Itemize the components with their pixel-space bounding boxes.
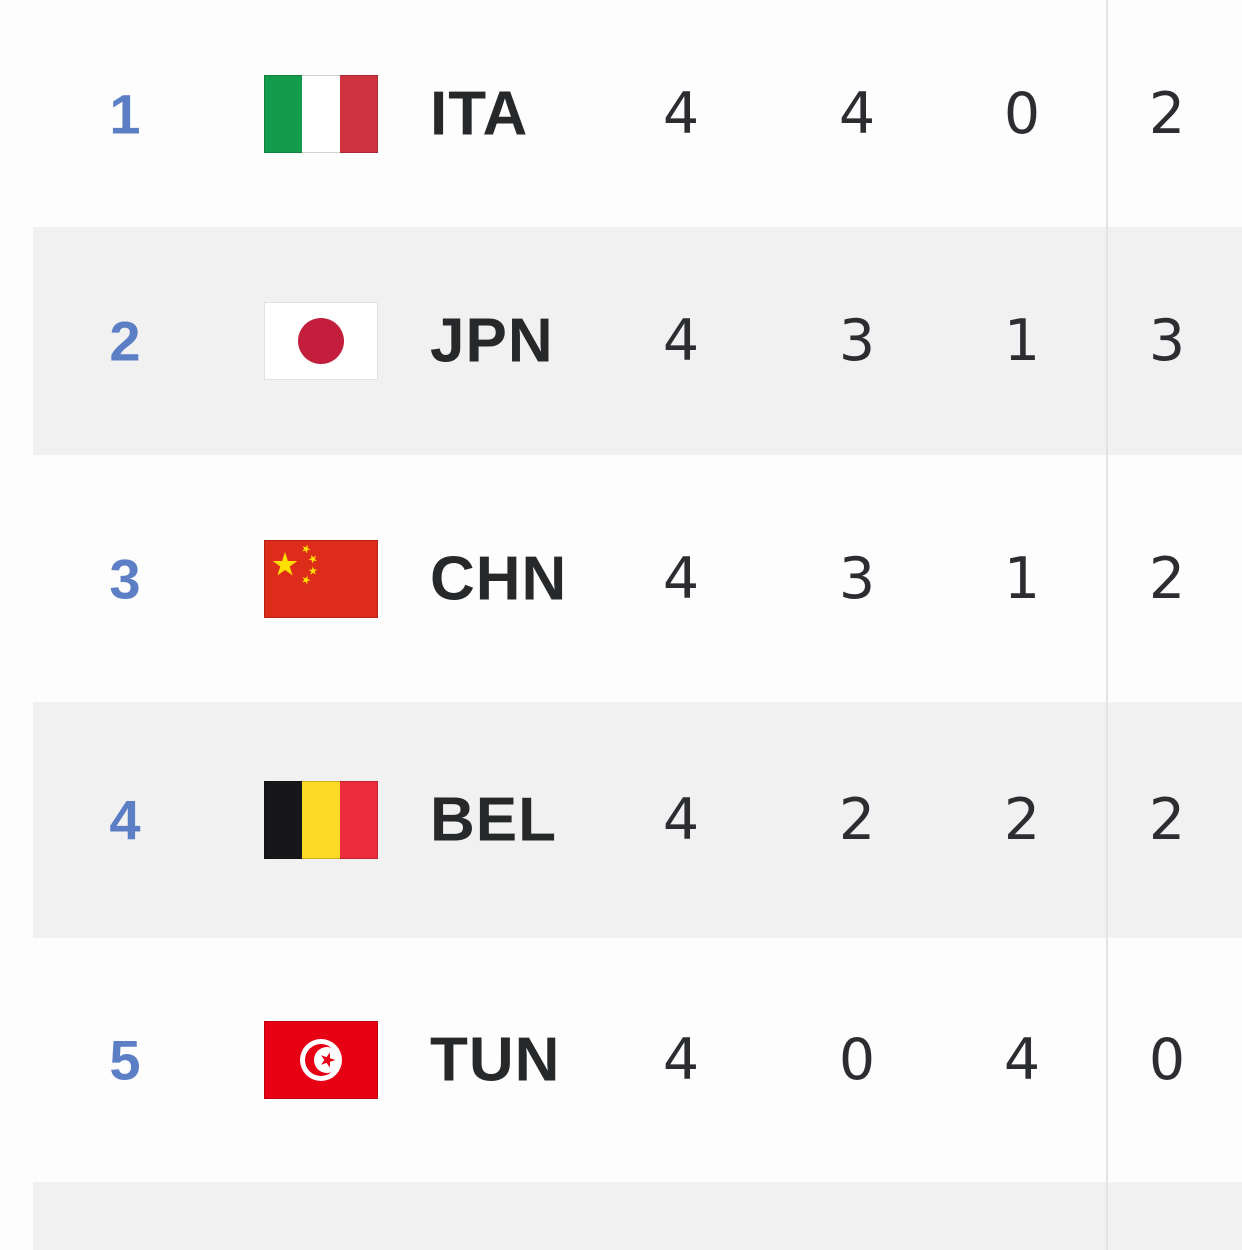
stat-losses: 4 (1003, 1027, 1041, 1093)
team-code: CHN (430, 544, 568, 613)
team-code: BEL (430, 785, 557, 855)
rank-number: 2 (109, 309, 141, 373)
stat-matches: 4 (662, 1027, 700, 1093)
stat-matches: 4 (662, 787, 700, 853)
stat-losses: 0 (1003, 80, 1041, 147)
table-row[interactable]: 4 BEL 4 2 2 2 (0, 702, 1242, 938)
stat-wins: 4 (838, 80, 876, 147)
table-row[interactable]: 1 ITA 4 4 0 2 (0, 0, 1242, 227)
belgium-flag-icon (264, 781, 378, 859)
stat-matches: 4 (662, 80, 700, 147)
rank-number: 5 (109, 1028, 141, 1092)
stat-after-divider: 2 (1148, 80, 1186, 147)
stat-losses: 1 (1003, 308, 1041, 374)
partial-next-row (0, 1182, 1242, 1250)
stat-wins: 2 (838, 787, 876, 853)
stat-wins: 3 (838, 308, 876, 374)
stat-after-divider: 0 (1148, 1027, 1186, 1093)
rank-number: 3 (109, 547, 141, 610)
stat-after-divider: 2 (1148, 545, 1186, 612)
table-row[interactable]: 3 CHN 4 3 1 2 (0, 455, 1242, 702)
stat-after-divider: 2 (1148, 787, 1186, 853)
stat-after-divider: 3 (1148, 308, 1186, 374)
stat-losses: 1 (1003, 545, 1041, 612)
tunisia-flag-icon (264, 1021, 378, 1099)
stat-losses: 2 (1003, 787, 1041, 853)
stat-wins: 0 (838, 1027, 876, 1093)
column-divider (1106, 0, 1108, 1250)
stat-matches: 4 (662, 308, 700, 374)
japan-flag-icon (264, 302, 378, 380)
rank-number: 1 (109, 82, 141, 145)
team-code: JPN (430, 306, 554, 376)
italy-flag-icon (264, 74, 378, 153)
stat-wins: 3 (838, 545, 876, 612)
stat-matches: 4 (662, 545, 700, 612)
team-code: TUN (430, 1025, 561, 1095)
rank-number: 4 (109, 788, 141, 852)
table-row[interactable]: 2 JPN 4 3 1 3 (0, 227, 1242, 455)
china-flag-icon (264, 539, 378, 618)
table-row[interactable]: 5 TUN 4 0 4 0 (0, 938, 1242, 1182)
team-code: ITA (430, 79, 529, 148)
